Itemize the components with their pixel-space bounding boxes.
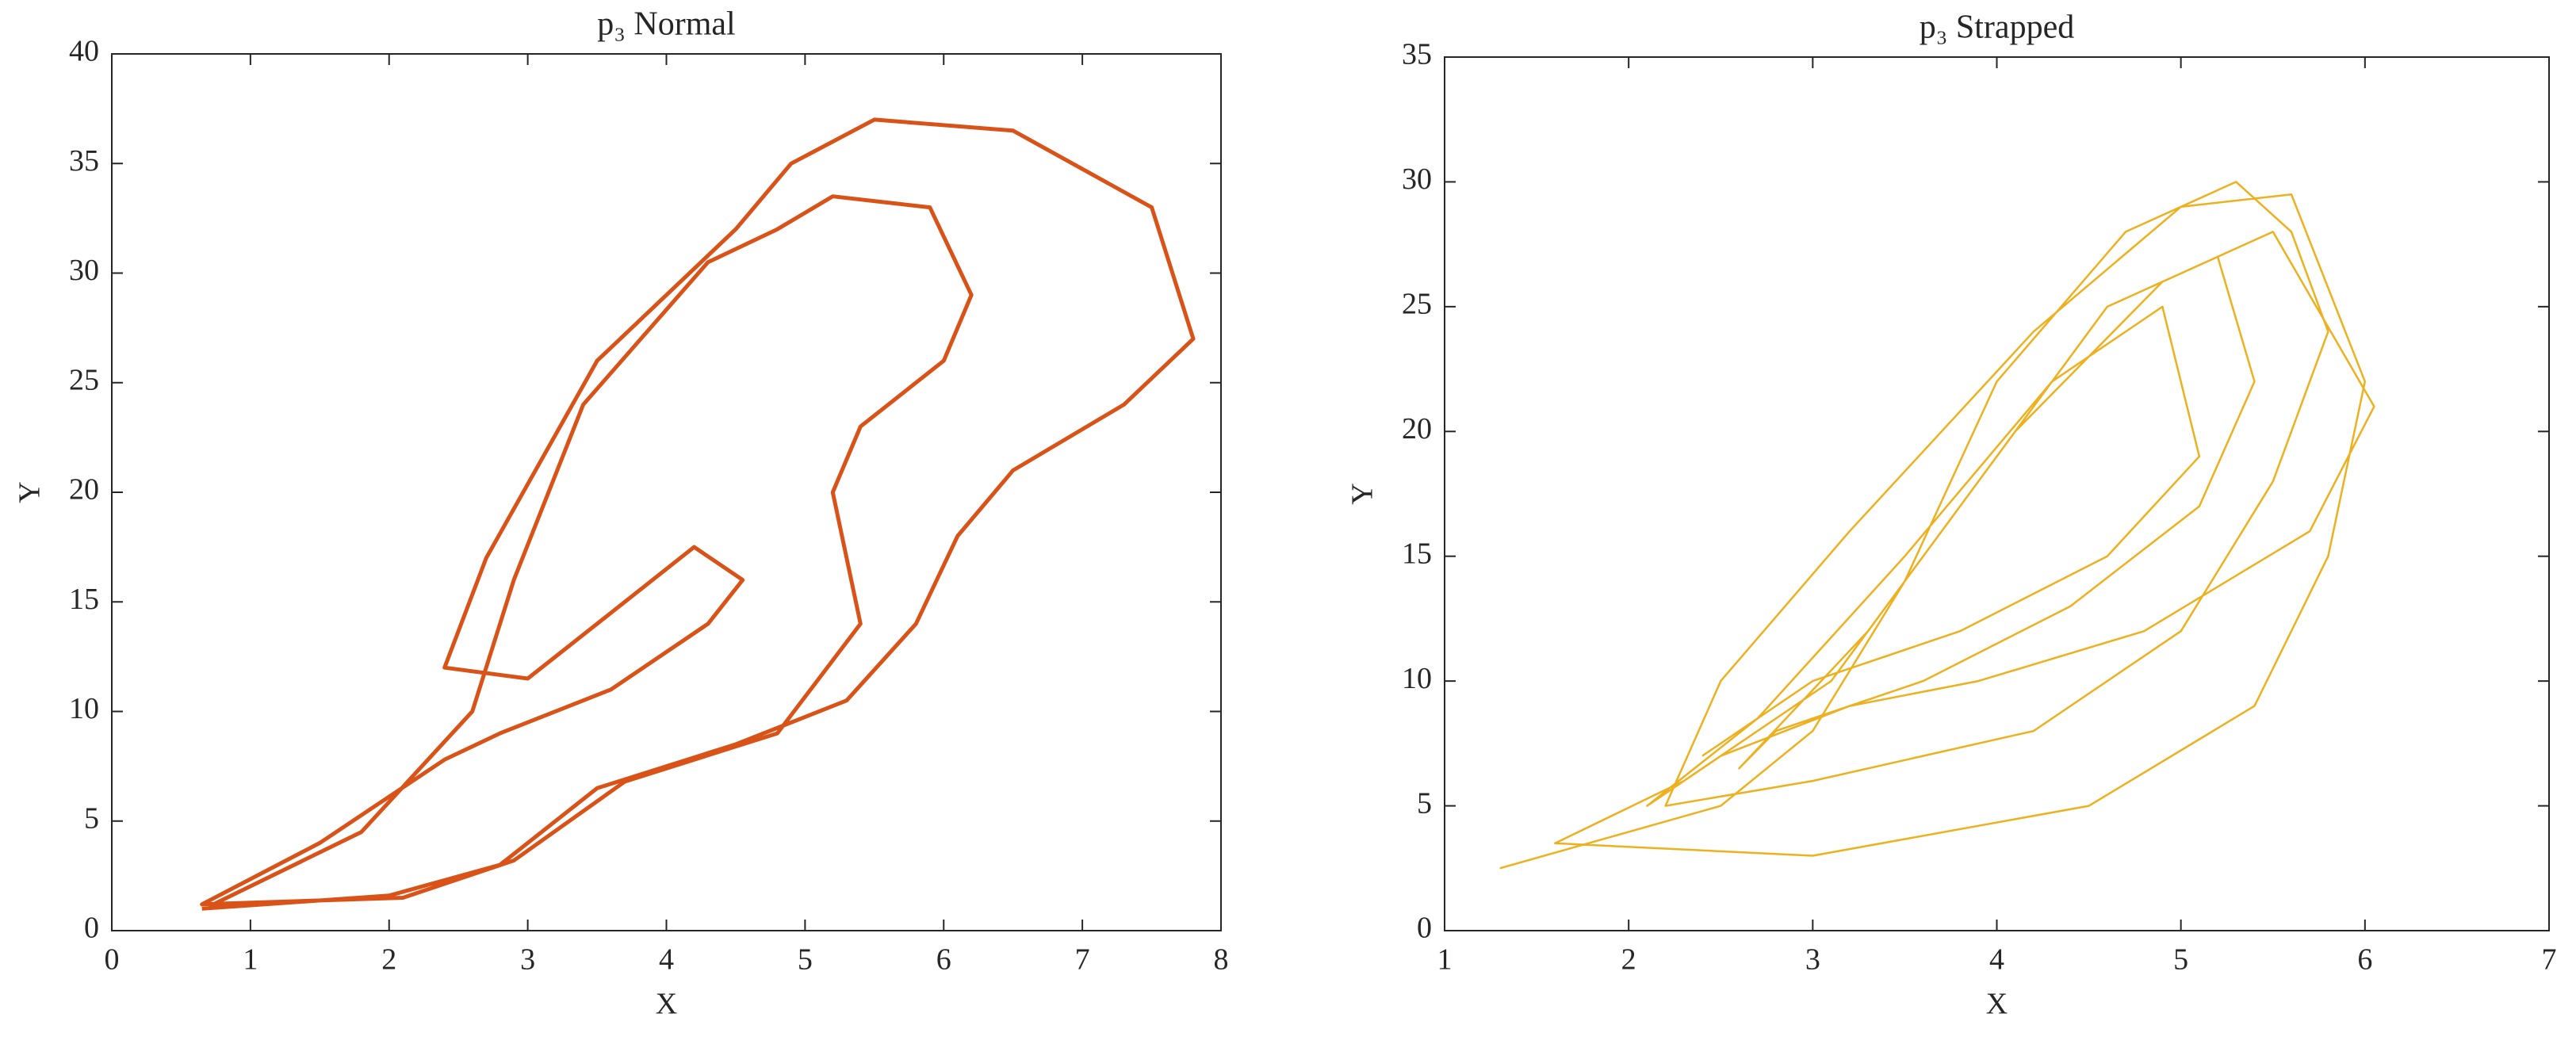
data-line xyxy=(1499,181,2375,870)
x-tick-label: 2 xyxy=(381,943,396,977)
x-tick-label: 6 xyxy=(936,943,951,977)
y-tick-label: 20 xyxy=(1402,412,1432,446)
x-tick-label: 3 xyxy=(520,943,535,977)
y-tick-label: 10 xyxy=(69,692,99,725)
x-tick-label: 1 xyxy=(243,943,258,977)
x-tick-label: 0 xyxy=(105,943,120,977)
x-tick-label: 6 xyxy=(2357,943,2372,977)
y-tick-label: 40 xyxy=(69,35,99,68)
x-tick-label: 5 xyxy=(798,943,813,977)
y-tick-label: 15 xyxy=(1402,537,1432,570)
x-tick-label: 4 xyxy=(1989,943,2004,977)
x-tick-label: 2 xyxy=(1621,943,1636,977)
y-tick-label: 15 xyxy=(69,583,99,616)
y-tick-label: 35 xyxy=(69,144,99,178)
axes-box xyxy=(111,53,1222,931)
x-tick-label: 5 xyxy=(2173,943,2188,977)
x-tick-label: 8 xyxy=(1214,943,1229,977)
chart-title: p₃ Normal xyxy=(597,6,735,43)
y-tick-label: 0 xyxy=(1417,912,1432,945)
x-axis-label: X xyxy=(1986,988,2008,1021)
y-tick-label: 25 xyxy=(1402,288,1432,321)
y-tick-label: 0 xyxy=(84,912,99,945)
y-tick-label: 5 xyxy=(1417,786,1432,820)
x-tick-label: 7 xyxy=(2542,943,2557,977)
y-tick-label: 5 xyxy=(84,801,99,835)
y-tick-label: 20 xyxy=(69,473,99,507)
x-tick-label: 1 xyxy=(1437,943,1453,977)
y-axis-label: Y xyxy=(13,481,47,503)
y-tick-label: 30 xyxy=(69,254,99,287)
y-tick-label: 30 xyxy=(1402,163,1432,196)
data-line xyxy=(200,117,1196,911)
x-tick-label: 7 xyxy=(1075,943,1090,977)
axes-box xyxy=(1444,56,2550,931)
x-tick-label: 3 xyxy=(1805,943,1820,977)
y-tick-label: 25 xyxy=(69,363,99,396)
chart-title: p₃ Strapped xyxy=(1920,10,2074,46)
y-tick-label: 35 xyxy=(1402,38,1432,71)
x-axis-label: X xyxy=(656,988,677,1021)
y-tick-label: 10 xyxy=(1402,662,1432,695)
x-tick-label: 4 xyxy=(659,943,674,977)
y-axis-label: Y xyxy=(1346,483,1380,504)
